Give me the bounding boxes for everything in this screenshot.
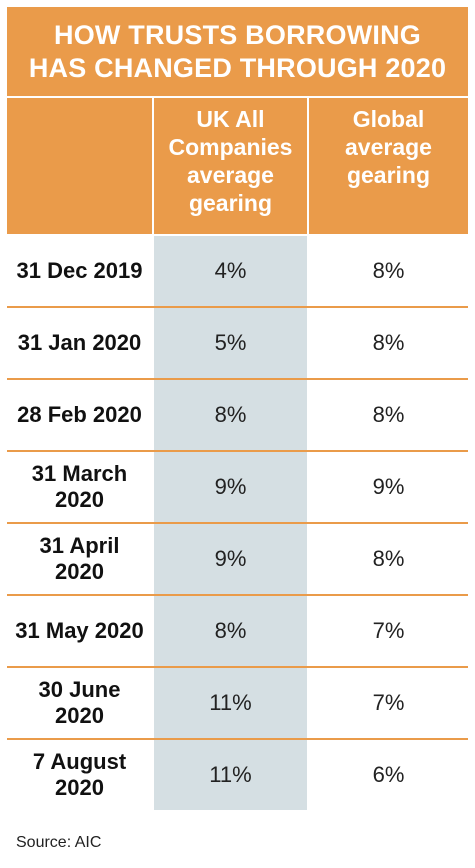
header-date (7, 98, 152, 234)
uk-gearing-cell: 4% (154, 236, 307, 306)
date-label: 31 Jan 2020 (17, 330, 142, 355)
date-label: 28 Feb 2020 (17, 402, 142, 427)
date-label: 31 April 2020 (39, 533, 120, 584)
uk-gearing-cell: 5% (154, 308, 307, 378)
row-divider (7, 522, 468, 524)
global-gearing-cell: 9% (309, 452, 468, 522)
date-cell: 31 Dec 2019 (7, 236, 152, 306)
global-gearing-cell: 7% (309, 596, 468, 666)
uk-gearing-cell: 8% (154, 380, 307, 450)
row-divider (7, 738, 468, 740)
row-divider (7, 306, 468, 308)
row-divider (7, 666, 468, 668)
date-label: 31 May 2020 (15, 618, 144, 643)
uk-gearing-cell: 8% (154, 596, 307, 666)
global-gearing-cell: 8% (309, 380, 468, 450)
date-cell: 28 Feb 2020 (7, 380, 152, 450)
date-label: 7 August 2020 (32, 749, 127, 800)
global-gearing-cell: 8% (309, 236, 468, 306)
row-divider (7, 450, 468, 452)
title-line-2: HAS CHANGED THROUGH 2020 (28, 53, 447, 83)
header-date-label (7, 98, 152, 105)
uk-gearing-cell: 11% (154, 668, 307, 738)
date-cell: 31 April 2020 (7, 524, 152, 594)
row-divider (7, 378, 468, 380)
header-uk-label: UK All Companies average gearing (168, 106, 293, 216)
date-cell: 30 June 2020 (7, 668, 152, 738)
date-label: 30 June 2020 (38, 677, 121, 728)
header-uk: UK All Companies average gearing (154, 98, 307, 234)
date-cell: 31 March 2020 (7, 452, 152, 522)
table-row: 28 Feb 2020 8% 8% (7, 380, 468, 450)
row-divider (7, 594, 468, 596)
date-cell: 31 May 2020 (7, 596, 152, 666)
table-row: 7 August 2020 11% 6% (7, 740, 468, 810)
date-label: 31 Dec 2019 (16, 258, 143, 283)
table-row: 31 April 2020 9% 8% (7, 524, 468, 594)
title-line-1: HOW TRUSTS BORROWING (54, 20, 421, 50)
table-title: HOW TRUSTS BORROWING HAS CHANGED THROUGH… (7, 7, 468, 96)
table-row: 31 March 2020 9% 9% (7, 452, 468, 522)
source-note: Source: AIC (16, 834, 102, 851)
uk-gearing-cell: 11% (154, 740, 307, 810)
date-cell: 7 August 2020 (7, 740, 152, 810)
gearing-table: HOW TRUSTS BORROWING HAS CHANGED THROUGH… (7, 7, 468, 825)
uk-gearing-cell: 9% (154, 524, 307, 594)
table-row: 31 Dec 2019 4% 8% (7, 236, 468, 306)
table-row: 30 June 2020 11% 7% (7, 668, 468, 738)
header-global: Global average gearing (309, 98, 468, 234)
table-row: 31 May 2020 8% 7% (7, 596, 468, 666)
table-row: 31 Jan 2020 5% 8% (7, 308, 468, 378)
date-label: 31 March 2020 (31, 461, 128, 512)
date-cell: 31 Jan 2020 (7, 308, 152, 378)
global-gearing-cell: 8% (309, 524, 468, 594)
global-gearing-cell: 6% (309, 740, 468, 810)
header-global-label: Global average gearing (345, 106, 432, 188)
global-gearing-cell: 7% (309, 668, 468, 738)
global-gearing-cell: 8% (309, 308, 468, 378)
uk-gearing-cell: 9% (154, 452, 307, 522)
